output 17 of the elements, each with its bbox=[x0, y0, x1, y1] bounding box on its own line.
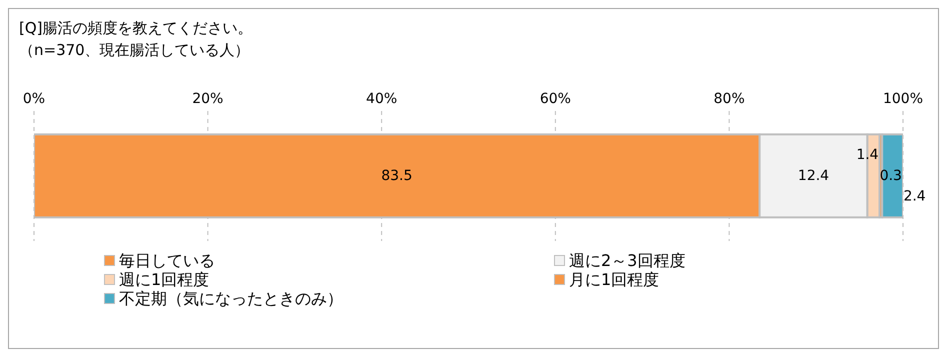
legend-label: 不定期（気になったときのみ） bbox=[119, 289, 343, 308]
chart-title: [Q]腸活の頻度を教えてください。 bbox=[19, 18, 254, 39]
data-label: 83.5 bbox=[381, 168, 412, 184]
x-tick-label: 0% bbox=[22, 91, 46, 107]
data-label: 2.4 bbox=[903, 188, 926, 205]
chart-subtitle: （n=370、現在腸活している人） bbox=[19, 40, 251, 61]
legend-label: 月に1回程度 bbox=[569, 270, 660, 289]
legend-label: 毎日している bbox=[119, 251, 215, 270]
data-label: 1.4 bbox=[856, 147, 879, 164]
x-tick-label: 20% bbox=[192, 91, 224, 107]
x-tick-label: 80% bbox=[714, 91, 745, 107]
x-tick-label: 100% bbox=[882, 91, 924, 107]
legend-label: 週に1回程度 bbox=[119, 270, 210, 289]
legend-label: 週に2～3回程度 bbox=[569, 251, 686, 270]
x-tick-label: 40% bbox=[366, 91, 398, 107]
x-tick-label: 60% bbox=[540, 91, 571, 107]
data-label: 12.4 bbox=[798, 168, 830, 184]
